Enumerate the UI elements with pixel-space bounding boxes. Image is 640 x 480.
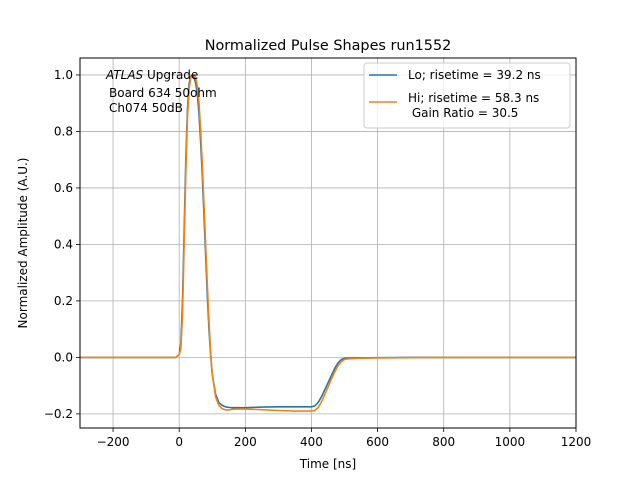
- annotation-upgrade: Upgrade: [143, 68, 198, 82]
- y-tick-label: −0.2: [44, 407, 73, 421]
- annotation: ATLAS Upgrade Board 634 50ohm Ch074 50dB: [105, 68, 217, 115]
- legend-label-lo: Lo; risetime = 39.2 ns: [408, 68, 541, 82]
- legend-label-hi-line: Hi; risetime = 58.3 ns: [408, 91, 539, 105]
- y-tick-label: 0.4: [54, 237, 73, 251]
- x-tick-label: 200: [234, 435, 257, 449]
- annotation-line-3: Ch074 50dB: [109, 101, 183, 115]
- x-tick-label: −200: [97, 435, 130, 449]
- plot-frame: [79, 57, 577, 429]
- y-tick-label: 0.0: [54, 350, 73, 364]
- legend-label-hi: Hi; risetime = 58.3 ns Gain Ratio = 30.5: [408, 91, 539, 120]
- series-line-hi: [80, 74, 576, 412]
- y-axis-label: Normalized Amplitude (A.U.): [16, 158, 30, 329]
- x-tick-label: 0: [175, 435, 183, 449]
- x-tick-label: 600: [366, 435, 389, 449]
- annotation-line-1: ATLAS Upgrade: [105, 68, 198, 82]
- y-tick-label: 0.8: [54, 124, 73, 138]
- y-tick-label: 1.0: [54, 68, 73, 82]
- x-tick-label: 1200: [561, 435, 592, 449]
- annotation-line-2: Board 634 50ohm: [109, 86, 217, 100]
- legend: Lo; risetime = 39.2 ns Hi; risetime = 58…: [363, 62, 571, 129]
- x-tick-label: 800: [432, 435, 455, 449]
- x-axis-ticks: −200 0 200 400 600 800 1000 1200: [97, 428, 592, 449]
- series-lines: [80, 74, 576, 412]
- legend-box: [363, 62, 571, 129]
- y-axis-ticks: −0.2 0.0 0.2 0.4 0.6 0.8 1.0: [44, 68, 80, 421]
- x-tick-label: 400: [300, 435, 323, 449]
- legend-label-hi-line: Gain Ratio = 30.5: [408, 106, 518, 120]
- chart-title: Normalized Pulse Shapes run1552: [205, 38, 452, 54]
- y-tick-label: 0.2: [54, 294, 73, 308]
- annotation-atlas: ATLAS: [105, 68, 144, 82]
- plot-area: [80, 74, 576, 412]
- y-tick-label: 0.6: [54, 181, 73, 195]
- x-axis-label: Time [ns]: [299, 457, 356, 471]
- x-tick-label: 1000: [495, 435, 526, 449]
